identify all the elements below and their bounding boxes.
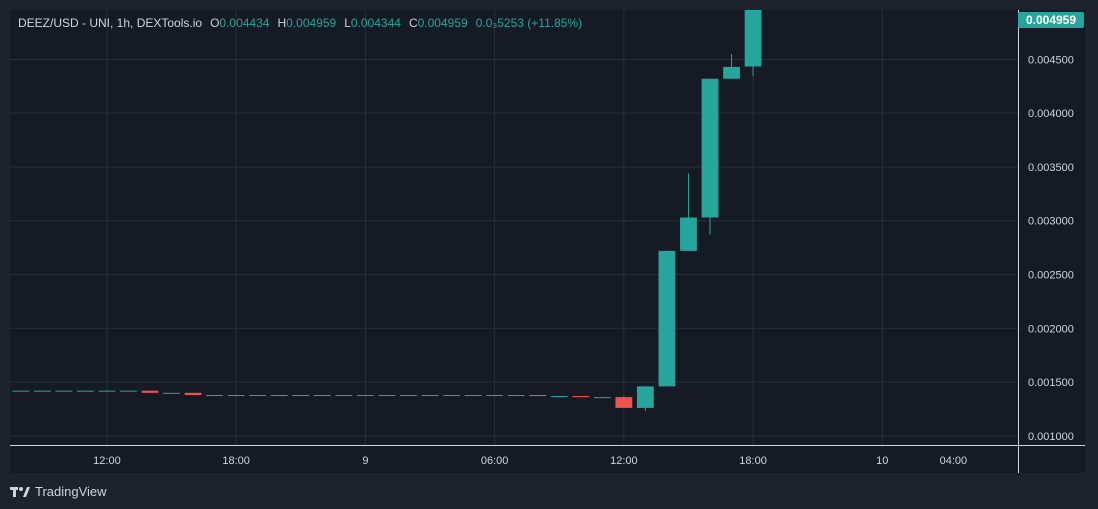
candle-body [249, 394, 267, 396]
candle-body [76, 390, 94, 392]
candle-body [163, 392, 180, 394]
candle-body [636, 386, 654, 408]
ohlc-legend: DEEZ/USD - UNI, 1h, DEXTools.io O 0.0044… [18, 16, 582, 30]
candle-body [141, 390, 159, 393]
y-tick-label: 0.004000 [1028, 108, 1074, 120]
y-tick-label: 0.002000 [1028, 323, 1074, 335]
x-tick-label: 10 [876, 455, 888, 467]
candle-body [658, 250, 676, 387]
candle-body [356, 394, 374, 396]
candle-body [292, 394, 310, 396]
y-tick-label: 0.001000 [1028, 431, 1074, 443]
y-tick-label: 0.004500 [1028, 54, 1074, 66]
candle-body [550, 396, 568, 398]
legend-open-label: O [210, 16, 220, 30]
y-tick-label: 0.003500 [1028, 162, 1074, 174]
candle-body [529, 394, 547, 397]
legend-close-label: C [408, 16, 418, 30]
candle-body [421, 394, 439, 396]
candle-body [615, 397, 633, 408]
x-tick-label: 06:00 [481, 455, 509, 467]
chart-area[interactable]: 0.004500 0.004000 0.003500 0.003000 0.002500… [10, 10, 1085, 473]
x-tick-label: 12:00 [93, 455, 121, 467]
legend-low-label: L [344, 16, 351, 30]
legend-low-value: 0.004344 [350, 16, 401, 30]
candlestick-chart[interactable]: 0.004500 0.004000 0.003500 0.003000 0.002500… [10, 10, 1085, 473]
candle-body [464, 394, 482, 396]
x-tick-label: 18:00 [222, 455, 250, 467]
candle-body [98, 390, 116, 392]
candle-body [313, 394, 331, 396]
candle-body [335, 394, 353, 396]
candle-body [701, 78, 719, 218]
candle-body [507, 394, 525, 396]
legend-close-value: 0.004959 [417, 16, 468, 30]
candle-body [680, 217, 697, 251]
x-tick-label: 9 [362, 455, 368, 467]
candle-body [12, 390, 30, 392]
legend-high-label: H [277, 16, 287, 30]
candle-body [744, 10, 762, 67]
y-tick-label: 0.003000 [1028, 216, 1074, 228]
legend-open-value: 0.004434 [219, 16, 270, 30]
tradingview-attribution[interactable]: TradingView [10, 484, 107, 499]
legend-symbol: DEEZ/USD - UNI, 1h, DEXTools.io [18, 16, 203, 30]
candle-body [120, 390, 137, 392]
legend-high-value: 0.004959 [286, 16, 337, 30]
candle-body [270, 394, 288, 396]
x-tick-label: 18:00 [739, 455, 767, 467]
candle-body [593, 397, 611, 399]
candle-body [33, 390, 51, 392]
candle-body [227, 394, 245, 396]
candle-body [443, 394, 460, 396]
x-tick-label: 04:00 [940, 455, 968, 467]
candle-body [400, 394, 417, 396]
last-price-tag: 0.004959 [1018, 12, 1084, 28]
x-tick-label: 12:00 [610, 455, 638, 467]
candle-body [486, 394, 504, 396]
candle-body [572, 396, 590, 398]
candle-body [184, 392, 202, 395]
candle-body [206, 394, 224, 396]
candle-body [723, 66, 740, 79]
y-tick-label: 0.002500 [1028, 270, 1074, 282]
tradingview-logo-icon [10, 486, 30, 497]
legend-change: 0.0₃5253 (+11.85%) [475, 16, 583, 30]
candle-body [378, 394, 396, 396]
y-tick-label: 0.001500 [1028, 377, 1074, 389]
tradingview-brand: TradingView [35, 484, 107, 499]
candle-body [55, 390, 73, 392]
